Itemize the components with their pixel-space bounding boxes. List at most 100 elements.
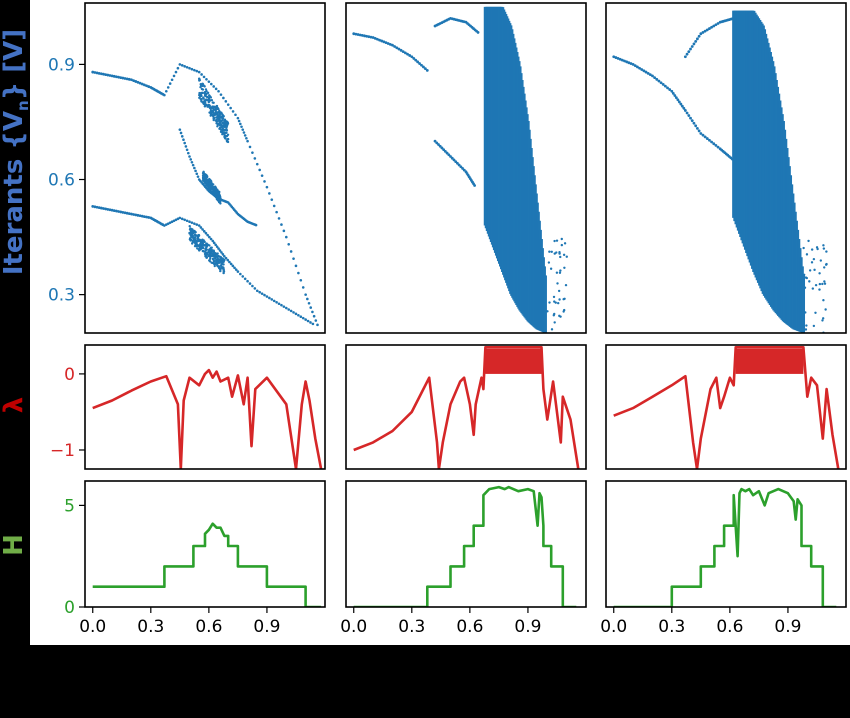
iterant-point [301, 316, 305, 320]
iterant-point [214, 243, 217, 247]
iterant-point [217, 192, 220, 195]
iterant-point [166, 222, 170, 225]
iterant-point [802, 246, 805, 250]
ylabel-entropy: H [0, 534, 29, 556]
panel-frame [345, 344, 587, 470]
iterant-point [306, 319, 310, 323]
iterant-point [198, 238, 201, 242]
iterant-point [440, 146, 444, 150]
iterant-point [437, 143, 440, 146]
iterant-point [420, 63, 423, 67]
iterant-point [194, 169, 197, 173]
iterant-point [212, 186, 215, 190]
iterant-point [714, 144, 718, 147]
iterant-point [804, 276, 808, 279]
iterant-point [692, 121, 696, 125]
iterant-point [312, 314, 316, 318]
iterant-point [193, 233, 197, 236]
iterant-point [676, 98, 680, 102]
iterant-point [110, 74, 114, 78]
iterant-point [697, 129, 701, 133]
iterant-point [217, 89, 220, 93]
iterant-point [196, 175, 200, 178]
iterant-point [280, 303, 283, 307]
iterant-point [352, 32, 356, 36]
iterant-point [211, 239, 215, 243]
iterant-point [679, 102, 683, 106]
iterant-point [438, 144, 442, 148]
iterant-point [821, 282, 824, 286]
iterant-point [202, 176, 205, 179]
iterant-point [209, 182, 213, 185]
iterant-point [694, 124, 698, 128]
plot-area [92, 522, 322, 607]
iterant-point [104, 207, 108, 211]
iterant-point [562, 310, 565, 313]
iterant-point [231, 264, 235, 268]
iterant-point [248, 282, 252, 285]
iterant-point [272, 299, 276, 303]
iterant-point [195, 223, 199, 226]
iterant-point [194, 230, 197, 234]
iterant-point [198, 245, 202, 248]
iterant-point [651, 74, 654, 78]
iterant-point [646, 71, 650, 75]
iterant-point [258, 290, 261, 294]
iterant-point [246, 279, 249, 283]
iterant-point [203, 179, 206, 182]
iterant-point [240, 125, 243, 129]
iterant-point [316, 323, 319, 327]
lyapunov-series-line [613, 345, 840, 469]
iterant-point [564, 283, 568, 287]
iterant-point [197, 248, 201, 251]
iterant-point [222, 260, 225, 263]
iterant-point [209, 82, 213, 86]
iterant-point [125, 77, 129, 81]
iterant-point [214, 87, 218, 91]
iterant-point [563, 266, 566, 269]
xtick-label: 0.0 [79, 617, 106, 637]
iterant-point [459, 165, 463, 169]
iterant-point [710, 140, 713, 144]
xtick-label: 0.6 [195, 617, 222, 637]
iterant-point [127, 77, 131, 81]
figure-background [30, 0, 850, 645]
iterant-point [188, 232, 191, 235]
panel-frame [605, 480, 847, 608]
iterant-point [239, 122, 242, 126]
iterant-point [272, 204, 276, 208]
iterant-point [447, 153, 451, 157]
iterant-point [683, 55, 687, 59]
panel-lyapunov-col-1: 0 −1 [50, 344, 326, 470]
panel-lyapunov-col-2 [345, 344, 587, 470]
iterant-point [97, 71, 101, 75]
iterant-point [99, 72, 103, 76]
iterant-point [208, 260, 212, 263]
iterant-point [365, 34, 369, 38]
iterant-point [221, 253, 225, 256]
iterant-point [108, 74, 112, 77]
iterant-point [207, 80, 211, 83]
iterant-point [435, 141, 439, 145]
iterant-point [234, 113, 237, 117]
iterant-point [550, 328, 554, 331]
iterant-point [659, 81, 663, 85]
iterant-point [218, 249, 222, 252]
iterant-point [822, 247, 826, 250]
iterant-point [550, 250, 553, 254]
iterant-point [703, 29, 707, 33]
iterant-point [804, 311, 807, 314]
iterant-point [241, 275, 245, 278]
iterant-point [229, 262, 233, 266]
iterant-point [418, 62, 421, 65]
iterant-point [705, 137, 709, 140]
iterant-point [168, 221, 172, 224]
iterant-point [95, 71, 99, 75]
ylabel-iterants: Iterants {Vn} [V] [0, 29, 32, 275]
iterant-point [213, 112, 216, 115]
plot-area [352, 6, 568, 333]
iterant-point [445, 151, 449, 155]
panel-frame [84, 480, 326, 608]
iterant-point [393, 45, 397, 48]
